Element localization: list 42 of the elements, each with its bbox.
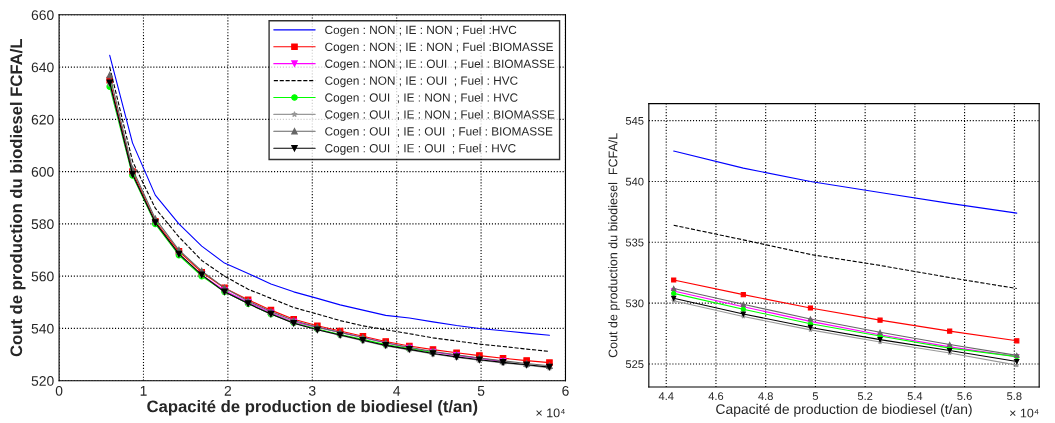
x-tick-label: 4.6: [708, 392, 724, 401]
y-tick-label: 560: [31, 271, 54, 282]
y-tick-label: 620: [31, 114, 54, 125]
y-tick-label: 600: [31, 166, 54, 177]
legend-label: Cogen : NON ; IE : OUI ; Fuel : BIOMASSE: [325, 59, 555, 71]
legend-label: Cogen : OUI ; IE : NON ; Fuel : BIOMASSE: [325, 109, 555, 121]
legend-label: Cogen : NON ; IE : NON ; Fuel :HVC: [325, 25, 517, 37]
text: × 10⁴: [536, 408, 565, 418]
y-tick-label: 520: [31, 376, 54, 386]
y-tick-label: 530: [625, 299, 644, 308]
x-tick-label: 5.4: [907, 392, 923, 401]
x-tick-label: 4: [393, 386, 401, 396]
legend-label: Cogen : NON ; IE : OUI ; Fuel : HVC: [325, 76, 518, 88]
y-tick-label: 540: [625, 177, 644, 186]
legend-label: Cogen : OUI ; IE : OUI ; Fuel : BIOMASSE: [325, 126, 553, 138]
y-tick-label: 640: [31, 62, 54, 73]
y-tick-label: 540: [31, 323, 54, 334]
x-tick-label: 4.4: [658, 392, 674, 400]
x-tick-label: 5: [477, 386, 485, 396]
x-tick-label: 1: [140, 386, 147, 396]
y-tick-label: 660: [31, 10, 54, 20]
x-axis-title: Capacité de production de biodiesel (t/an): [147, 399, 478, 416]
legend-label: Cogen : OUI ; IE : NON ; Fuel : HVC: [325, 93, 518, 105]
y-axis-title: Cout de production du biodiesel FCFA/L: [608, 133, 620, 358]
x-tick-label: 5: [812, 392, 819, 401]
x-tick-label: 6: [562, 385, 569, 396]
x-tick-label: 3: [308, 385, 316, 396]
x-tick-label: 4.8: [758, 392, 773, 401]
x-tick-label: 5.8: [1007, 392, 1022, 401]
x-tick-label: 2: [224, 385, 232, 396]
y-tick-label: 545: [625, 117, 644, 125]
x-tick-label: 5.2: [857, 392, 873, 401]
y-tick-label: 525: [625, 360, 644, 369]
y-axis-title: Cout de production du biodiesel FCFA/L: [9, 39, 26, 357]
legend-label: Cogen : OUI ; IE : OUI ; Fuel : HVC: [325, 143, 516, 155]
text: × 10⁴: [1010, 408, 1039, 418]
x-tick-label: 5.6: [957, 392, 972, 401]
x-tick-label: 0: [55, 385, 63, 396]
y-tick-label: 535: [625, 238, 644, 247]
legend-label: Cogen : NON ; IE : NON ; Fuel :BIOMASSE: [325, 42, 554, 54]
x-axis-title: Capacité de production de biodiesel (t/an): [716, 403, 972, 417]
y-tick-label: 580: [31, 219, 54, 230]
